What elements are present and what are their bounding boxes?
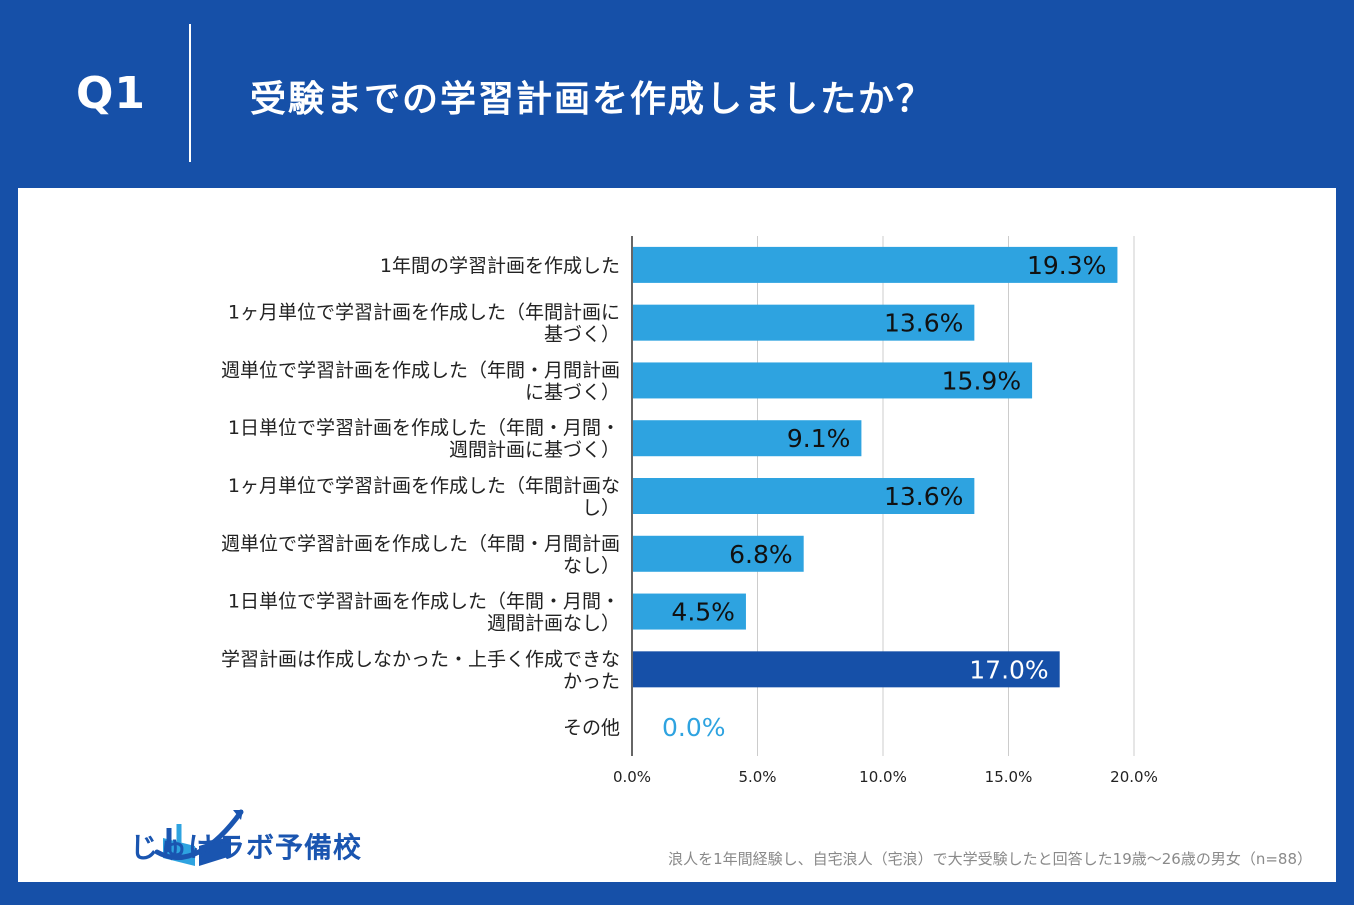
x-tick-label: 15.0% <box>985 768 1033 786</box>
bar <box>633 362 1033 399</box>
category-label-line: し） <box>582 497 620 519</box>
category-label-line: 学習計画は作成しなかった・上手く作成できな <box>221 648 620 670</box>
category-label: 1ヶ月単位で学習計画を作成した（年間計画なし） <box>228 475 620 519</box>
bar-value-label: 15.9% <box>942 366 1021 395</box>
category-label-line: 週間計画に基づく） <box>449 439 620 461</box>
category-label-line: 基づく） <box>544 324 620 346</box>
bar-value-label: 6.8% <box>729 540 793 569</box>
header-divider <box>189 24 191 162</box>
bar-value-label: 13.6% <box>884 482 963 511</box>
bar-chart: 0.0% 5.0% 10.0% 15.0% 20.0% 19.3% 1年間の学習計画を作成し… <box>221 236 1158 786</box>
category-label: 1年間の学習計画を作成した <box>380 255 620 277</box>
bar <box>633 420 862 457</box>
bar-value-label: 13.6% <box>884 309 963 338</box>
category-label-line: 週間計画なし） <box>487 613 620 635</box>
question-title: 受験までの学習計画を作成しましたか？ <box>250 79 935 120</box>
category-label-line: 週単位で学習計画を作成した（年間・月間計画 <box>221 533 620 555</box>
category-label: 1ヶ月単位で学習計画を作成した（年間計画に基づく） <box>228 302 620 346</box>
bar-value-label: 0.0% <box>662 713 726 742</box>
bar <box>633 535 804 572</box>
category-label-line: なし） <box>563 555 620 577</box>
category-label-line: 1日単位で学習計画を作成した（年間・月間・ <box>228 591 620 613</box>
footnote: 浪人を1年間経験し、自宅浪人（宅浪）で大学受験したと回答した19歳～26歳の男女… <box>668 850 1312 868</box>
category-label-line: 1ヶ月単位で学習計画を作成した（年間計画な <box>228 475 620 497</box>
bar <box>633 304 975 341</box>
bar <box>633 593 746 630</box>
bar-value-label: 9.1% <box>787 424 851 453</box>
bar-value-label: 4.5% <box>671 598 735 627</box>
category-label: 週単位で学習計画を作成した（年間・月間計画なし） <box>221 533 620 577</box>
bar-value-label: 17.0% <box>969 655 1048 684</box>
category-label: 週単位で学習計画を作成した（年間・月間計画に基づく） <box>221 359 620 403</box>
x-tick-label: 0.0% <box>613 768 651 786</box>
category-label-line: 週単位で学習計画を作成した（年間・月間計画 <box>221 359 620 381</box>
x-tick-label: 10.0% <box>859 768 907 786</box>
bar-value-label: 19.3% <box>1027 251 1106 280</box>
x-tick-label: 20.0% <box>1110 768 1158 786</box>
question-number: Q1 <box>76 68 147 119</box>
category-label-line: 1年間の学習計画を作成した <box>380 255 620 277</box>
x-tick-label: 5.0% <box>738 768 776 786</box>
category-label-line: その他 <box>563 717 620 739</box>
chart-card: 0.0% 5.0% 10.0% 15.0% 20.0% 19.3% 1年間の学習計画を作成し… <box>18 188 1336 882</box>
category-label: 学習計画は作成しなかった・上手く作成できなかった <box>221 648 620 692</box>
header: Q1 受験までの学習計画を作成しましたか？ <box>0 0 1354 188</box>
bar <box>633 478 975 514</box>
brand-logo-icon <box>154 809 244 866</box>
brand-name: じゅけラボ予備校 <box>130 831 363 864</box>
category-label: 1日単位で学習計画を作成した（年間・月間・週間計画なし） <box>228 591 620 635</box>
category-label-line: に基づく） <box>525 381 620 403</box>
category-label: 1日単位で学習計画を作成した（年間・月間・週間計画に基づく） <box>228 417 620 461</box>
bar <box>633 651 1060 688</box>
bar <box>633 246 1118 283</box>
category-label-line: かった <box>563 670 620 692</box>
category-label: その他 <box>563 717 620 739</box>
category-label-line: 1日単位で学習計画を作成した（年間・月間・ <box>228 417 620 439</box>
category-label-line: 1ヶ月単位で学習計画を作成した（年間計画に <box>228 302 620 324</box>
